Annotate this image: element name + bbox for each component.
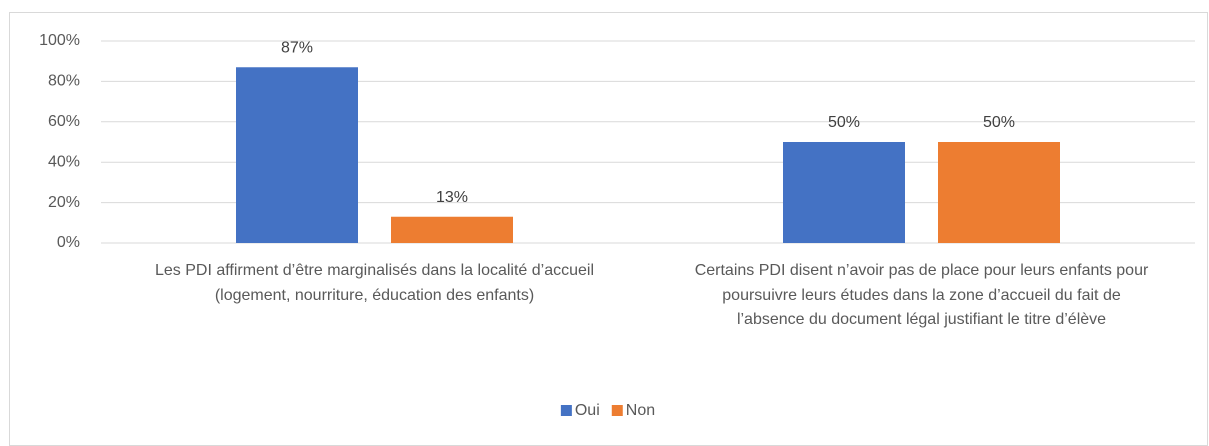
legend-swatch xyxy=(611,405,623,416)
legend-label: Oui xyxy=(575,402,600,419)
y-tick-label: 100% xyxy=(39,32,80,49)
y-tick-label: 0% xyxy=(57,234,80,251)
bar xyxy=(938,142,1060,243)
x-tick-label: Les PDI affirment d’être marginalisés da… xyxy=(154,262,595,304)
y-tick-label: 80% xyxy=(48,73,80,90)
data-label: 50% xyxy=(828,114,860,131)
bar xyxy=(391,216,513,243)
data-label: 50% xyxy=(983,114,1015,131)
bar xyxy=(783,142,905,243)
legend-swatch xyxy=(560,405,572,416)
x-tick-label: Certains PDI disent n’avoir pas de place… xyxy=(694,262,1149,328)
y-tick-label: 40% xyxy=(48,153,80,170)
data-label: 87% xyxy=(281,39,313,56)
bar xyxy=(236,67,358,243)
data-label: 13% xyxy=(436,189,468,206)
y-tick-label: 20% xyxy=(48,194,80,211)
y-tick-label: 60% xyxy=(48,113,80,130)
legend-label: Non xyxy=(626,402,655,419)
